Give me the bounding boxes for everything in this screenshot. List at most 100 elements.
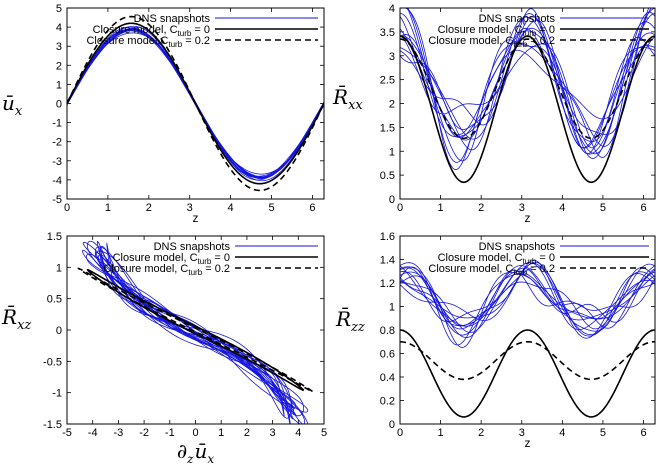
- legend-label: DNS snapshots: [154, 241, 231, 253]
- x-axis-label: z: [525, 436, 531, 450]
- y-tick-label: 0: [56, 325, 62, 337]
- x-tick-label: 3: [187, 202, 193, 214]
- dns-snapshot-line: [400, 13, 655, 149]
- closure-model-cturb02-line: [400, 38, 655, 140]
- x-tick-label: 6: [640, 202, 646, 214]
- x-tick-label: 4: [559, 202, 565, 214]
- y-tick-label: 1.2: [380, 278, 395, 290]
- legend-label: DNS snapshots: [134, 13, 211, 25]
- legend-tail: = 0: [536, 252, 555, 264]
- legend-tail: = 0.2: [202, 263, 230, 275]
- legend-text: Closure model, C: [113, 252, 198, 264]
- x-tick-label: 0: [397, 202, 403, 214]
- x-tick-label: 1: [105, 202, 111, 214]
- x-tick-label: 3: [270, 427, 276, 439]
- dns-snapshot-line: [99, 246, 291, 424]
- legend-subscript: turb: [513, 268, 527, 277]
- x-tick-label: 1: [438, 202, 444, 214]
- x-tick-label: 0: [397, 427, 403, 439]
- legend-subscript: turb: [523, 29, 537, 38]
- plot-area: [400, 259, 655, 418]
- x-tick-label: -3: [114, 427, 124, 439]
- y-tick-label: 3: [389, 51, 395, 63]
- dns-snapshot-line: [400, 262, 655, 346]
- dns-snapshot-line: [96, 240, 295, 413]
- y-tick-label: 1: [56, 79, 62, 91]
- dns-snapshot-line: [97, 254, 294, 420]
- plot-area: [77, 240, 314, 424]
- x-tick-label: -5: [62, 427, 72, 439]
- x-tick-label: 0: [64, 202, 70, 214]
- dns-snapshot-line: [400, 267, 655, 336]
- ylabel-sub: zz: [350, 320, 365, 335]
- legend-tail: = 0.2: [527, 35, 555, 47]
- y-tick-label: 2: [56, 60, 62, 72]
- legend-text: DNS snapshots: [154, 241, 231, 253]
- closure-model-cturb0-line: [86, 268, 305, 392]
- legend-text: DNS snapshots: [134, 13, 211, 25]
- ylabel-sub: xx: [348, 98, 363, 113]
- y-tick-label: 0.8: [380, 325, 395, 337]
- y-tick-label: 0.5: [380, 170, 395, 182]
- dns-snapshot-line: [400, 16, 655, 155]
- legend-text: DNS snapshots: [479, 241, 556, 253]
- plot-frame: [66, 7, 325, 200]
- dns-snapshot-line: [407, 8, 652, 163]
- legend-label: DNS snapshots: [479, 13, 556, 25]
- x-tick-label: 3: [519, 202, 525, 214]
- dns-snapshot-line: [400, 8, 655, 171]
- y-tick-label: -4: [52, 175, 62, 187]
- dns-snapshot-line: [400, 271, 655, 330]
- x-tick-label: 0: [192, 427, 198, 439]
- xlabel-sub: x: [207, 452, 214, 466]
- legend-text: Closure model,C: [86, 35, 168, 47]
- y-tick-label: -5: [52, 194, 62, 206]
- y-tick-label: 1: [56, 262, 62, 274]
- legend-text: DNS snapshots: [479, 13, 556, 25]
- y-tick-label: 5: [56, 3, 62, 15]
- dns-snapshot-line: [400, 262, 655, 333]
- y-tick-label: 2.5: [380, 75, 395, 87]
- xlabel-partial: ∂: [177, 439, 187, 463]
- y-tick-label: 0.4: [380, 372, 395, 384]
- closure-model-cturb02-line: [400, 340, 655, 381]
- closure-model-cturb0-line: [400, 329, 655, 418]
- x-tick-label: 4: [559, 427, 565, 439]
- x-axis-label: z: [193, 211, 199, 225]
- y-axis-label: R̄zz: [335, 306, 365, 335]
- plot-frame: [66, 235, 325, 425]
- legend-label: Closure model, Cturb = 0.2: [103, 263, 230, 277]
- dns-snapshot-line: [400, 266, 655, 348]
- x-tick-label: 5: [600, 427, 606, 439]
- legend-tail: = 0.2: [182, 35, 210, 47]
- panel-rxz: -5 -4 -3 -2 -1 0 1 2 3 4 5 -1.5 -1 -0.5 0 0.5 1 1.5 DNS sn…: [1, 231, 327, 466]
- legend-subscript: turb: [198, 257, 212, 266]
- x-tick-label: 2: [146, 202, 152, 214]
- y-tick-label: -0.5: [43, 356, 62, 368]
- ylabel-sub: xz: [17, 318, 31, 333]
- y-tick-label: 4: [56, 22, 62, 34]
- y-tick-label: 3: [56, 41, 62, 53]
- x-tick-label: 5: [268, 202, 274, 214]
- legend-label: Closure model, Cturb = 0.2: [428, 35, 555, 49]
- x-axis-label: ∂zūx: [177, 439, 215, 466]
- legend-label: DNS snapshots: [479, 241, 556, 253]
- legend-text: Closure model, C: [103, 263, 188, 275]
- legend-tail: = 0: [536, 24, 555, 36]
- legend-text: Closure model, C: [438, 24, 523, 36]
- y-tick-label: 1.5: [380, 122, 395, 134]
- y-tick-label: -1.5: [43, 419, 62, 431]
- x-tick-label: 5: [321, 427, 327, 439]
- y-tick-label: 0.2: [380, 396, 395, 408]
- legend-subscript: turb: [178, 29, 192, 38]
- x-tick-label: 2: [478, 202, 484, 214]
- ylabel-sub: x: [15, 104, 23, 119]
- y-tick-label: 1.4: [380, 255, 395, 267]
- legend-subscript: turb: [513, 40, 527, 49]
- legend-tail: = 0: [211, 252, 230, 264]
